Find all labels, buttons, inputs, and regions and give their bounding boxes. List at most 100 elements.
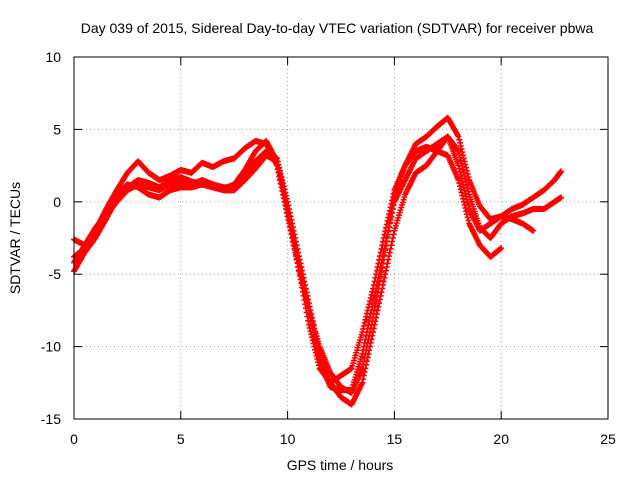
- data-point: [362, 336, 369, 343]
- data-point: [369, 288, 376, 295]
- data-point: [456, 136, 463, 143]
- data-point: [462, 190, 469, 197]
- x-tick-label: 25: [600, 431, 616, 447]
- data-point: [360, 376, 367, 383]
- data-point: [558, 194, 565, 201]
- data-point: [376, 296, 383, 303]
- data-point: [370, 329, 377, 336]
- data-point: [460, 181, 467, 188]
- data-point: [273, 158, 280, 165]
- data-point: [455, 162, 462, 169]
- data-point: [386, 207, 393, 214]
- data-point: [309, 337, 316, 344]
- data-point: [464, 170, 471, 177]
- data-point: [374, 307, 381, 314]
- y-tick-label: 0: [53, 194, 61, 210]
- x-axis-label: GPS time / hours: [287, 457, 394, 473]
- data-point: [371, 292, 378, 299]
- data-point: [378, 245, 385, 252]
- data-point: [386, 249, 393, 256]
- data-point: [464, 214, 471, 221]
- data-point: [558, 168, 565, 175]
- data-point: [383, 263, 390, 270]
- data-point: [463, 182, 470, 189]
- data-point: [385, 214, 392, 221]
- x-tick-label: 10: [280, 431, 296, 447]
- data-point: [359, 350, 366, 357]
- data-point: [459, 192, 466, 199]
- data-point: [371, 321, 378, 328]
- data-point: [276, 171, 283, 178]
- data-point: [289, 235, 296, 241]
- data-point: [455, 148, 462, 155]
- data-point: [376, 256, 383, 263]
- data-point: [284, 206, 291, 213]
- data-point: [298, 280, 305, 287]
- data-point: [373, 311, 380, 318]
- data-point: [383, 221, 390, 228]
- data-point: [456, 165, 463, 172]
- data-point: [461, 158, 468, 165]
- data-point: [372, 318, 379, 325]
- data-point: [363, 313, 370, 320]
- data-point: [288, 226, 295, 233]
- data-point: [379, 238, 386, 245]
- data-point: [457, 168, 464, 175]
- data-point: [362, 365, 369, 372]
- data-point: [455, 133, 462, 140]
- data-point: [459, 163, 466, 170]
- data-point: [498, 245, 505, 252]
- data-point: [366, 298, 373, 305]
- data-point: [365, 321, 372, 328]
- data-point: [370, 325, 377, 332]
- data-point: [302, 301, 309, 308]
- data-point: [385, 256, 392, 263]
- data-point: [315, 362, 322, 369]
- data-point: [463, 164, 470, 171]
- data-point: [386, 253, 393, 260]
- data-point: [290, 239, 297, 246]
- y-tick-label: -5: [49, 266, 62, 282]
- data-point: [463, 196, 470, 203]
- data-point: [296, 272, 303, 279]
- data-point: [374, 263, 381, 270]
- data-point: [375, 303, 382, 310]
- data-point: [462, 176, 469, 183]
- data-point: [368, 336, 375, 343]
- data-point: [457, 139, 464, 146]
- data-point: [287, 222, 294, 229]
- data-point: [463, 208, 470, 215]
- data-point: [386, 211, 393, 218]
- data-point: [390, 190, 397, 197]
- data-point: [465, 217, 472, 224]
- series-2: [71, 133, 565, 408]
- data-point: [277, 175, 284, 182]
- data-point: [308, 331, 315, 338]
- x-tick-label: 20: [493, 431, 509, 447]
- data-point: [286, 218, 293, 225]
- x-tick-label: 15: [387, 431, 403, 447]
- data-point: [297, 276, 304, 283]
- data-point: [460, 195, 467, 202]
- data-point: [457, 186, 464, 193]
- chart-title: Day 039 of 2015, Sidereal Day-to-day VTE…: [81, 20, 594, 36]
- data-point: [376, 300, 383, 307]
- data-point: [461, 201, 468, 208]
- data-point: [377, 249, 384, 256]
- axes: 0 5 10 15 20 25 -15 -10 -5 0 5 10: [41, 49, 616, 447]
- y-tick-label: -10: [41, 339, 61, 355]
- data-point: [458, 189, 465, 196]
- data-point: [380, 278, 387, 285]
- data-point: [461, 187, 468, 194]
- data-point: [463, 193, 470, 200]
- data-point: [304, 313, 311, 320]
- data-point: [363, 332, 370, 339]
- data-point: [381, 231, 388, 238]
- data-point: [361, 339, 368, 346]
- data-point: [279, 182, 286, 189]
- data-point: [285, 210, 292, 217]
- x-tick-label: 0: [70, 431, 78, 447]
- data-point: [275, 165, 282, 172]
- data-point: [289, 230, 296, 237]
